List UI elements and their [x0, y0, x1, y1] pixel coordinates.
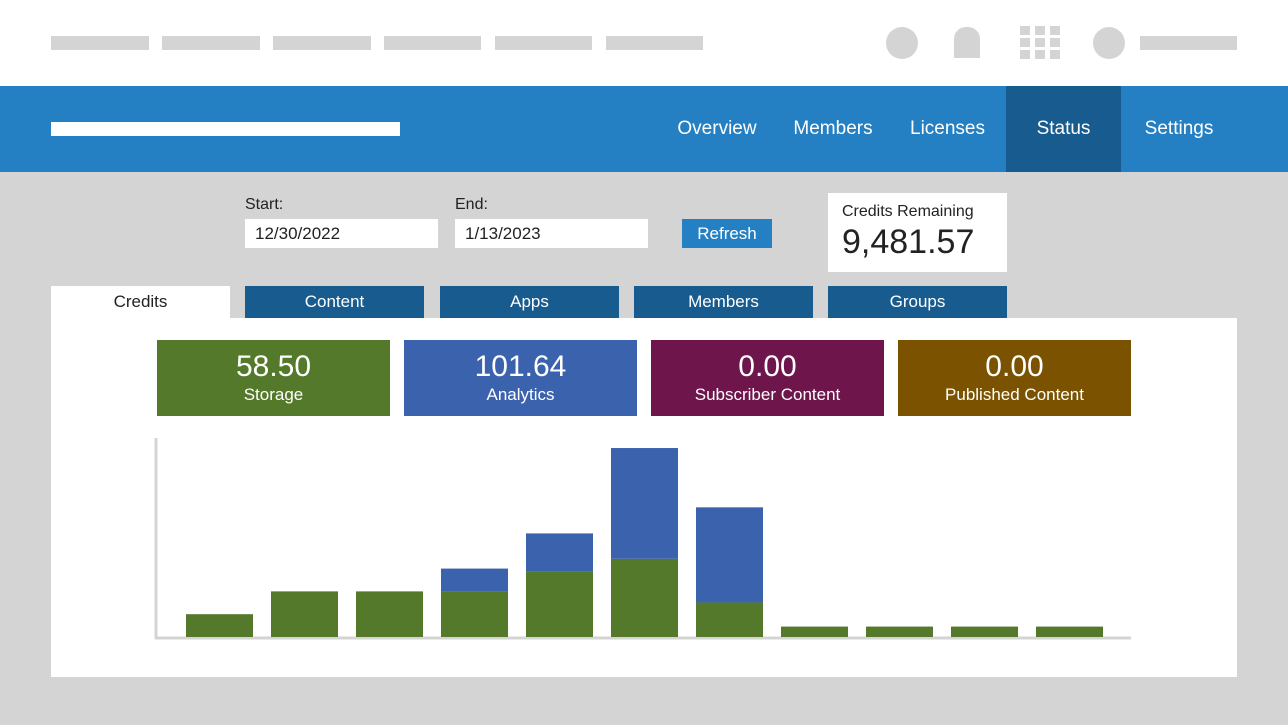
org-title-placeholder [51, 122, 400, 136]
chart-bar-segment [526, 533, 593, 572]
stat-value: 0.00 [738, 350, 797, 383]
top-bar [0, 0, 1288, 86]
chart-bar-segment [696, 602, 763, 637]
stat-card-subscriber-content[interactable]: 0.00 Subscriber Content [651, 340, 884, 416]
start-label: Start: [245, 196, 284, 213]
start-date-input[interactable] [245, 219, 438, 248]
chart-bar-segment [271, 591, 338, 637]
chart-bar-segment [186, 614, 253, 637]
stat-value: 58.50 [235, 350, 312, 383]
chart-bar-segment [441, 591, 508, 637]
nav-members[interactable]: Members [793, 118, 873, 139]
nav-settings[interactable]: Settings [1144, 118, 1214, 139]
tab-groups[interactable]: Groups [828, 286, 1007, 318]
user-circle-icon[interactable] [886, 27, 918, 59]
stat-card-storage[interactable]: 58.50 Storage [157, 340, 390, 416]
end-label: End: [455, 196, 488, 213]
chart-bar-segment [696, 507, 763, 603]
credits-remaining-box: Credits Remaining 9,481.57 [828, 193, 1007, 272]
placeholder-link[interactable] [495, 36, 592, 50]
placeholder-link[interactable] [606, 36, 703, 50]
user-name-placeholder[interactable] [1140, 36, 1237, 50]
placeholder-link[interactable] [162, 36, 260, 50]
tab-members[interactable]: Members [634, 286, 813, 318]
stat-label: Storage [243, 385, 304, 404]
stat-card-published-content[interactable]: 0.00 Published Content [898, 340, 1131, 416]
tab-credits[interactable]: Credits [51, 286, 230, 318]
placeholder-link[interactable] [51, 36, 149, 50]
chart-bar-segment [1036, 626, 1103, 637]
refresh-button[interactable]: Refresh [682, 219, 772, 248]
chart-bar-segment [866, 626, 933, 637]
placeholder-link[interactable] [384, 36, 481, 50]
stat-card-analytics[interactable]: 101.64 Analytics [404, 340, 637, 416]
nav-bar: Overview Members Licenses Status Setting… [0, 86, 1288, 172]
stat-label: Subscriber Content [694, 385, 841, 404]
bell-icon[interactable] [954, 27, 980, 58]
stat-label: Analytics [486, 385, 555, 404]
avatar-icon[interactable] [1093, 27, 1125, 59]
chart-bar-segment [611, 558, 678, 637]
nav-overview[interactable]: Overview [677, 118, 757, 139]
stat-value: 101.64 [474, 350, 567, 383]
chart-bar-segment [441, 568, 508, 592]
chart-bar-segment [611, 448, 678, 559]
app-grid-icon[interactable] [1020, 26, 1060, 60]
chart-bar-segment [526, 571, 593, 637]
chart-bar-segment [356, 591, 423, 637]
nav-status[interactable]: Status [1006, 86, 1121, 172]
stat-label: Published Content [945, 385, 1084, 404]
tab-apps[interactable]: Apps [440, 286, 619, 318]
credits-remaining-label: Credits Remaining [842, 203, 974, 220]
stat-value: 0.00 [985, 350, 1044, 383]
tab-content[interactable]: Content [245, 286, 424, 318]
placeholder-link[interactable] [273, 36, 371, 50]
chart-bar-segment [951, 626, 1018, 637]
nav-licenses[interactable]: Licenses [910, 118, 985, 139]
chart-bar-segment [781, 626, 848, 637]
credits-usage-chart [154, 438, 1131, 640]
end-date-input[interactable] [455, 219, 648, 248]
credits-remaining-value: 9,481.57 [842, 223, 975, 261]
